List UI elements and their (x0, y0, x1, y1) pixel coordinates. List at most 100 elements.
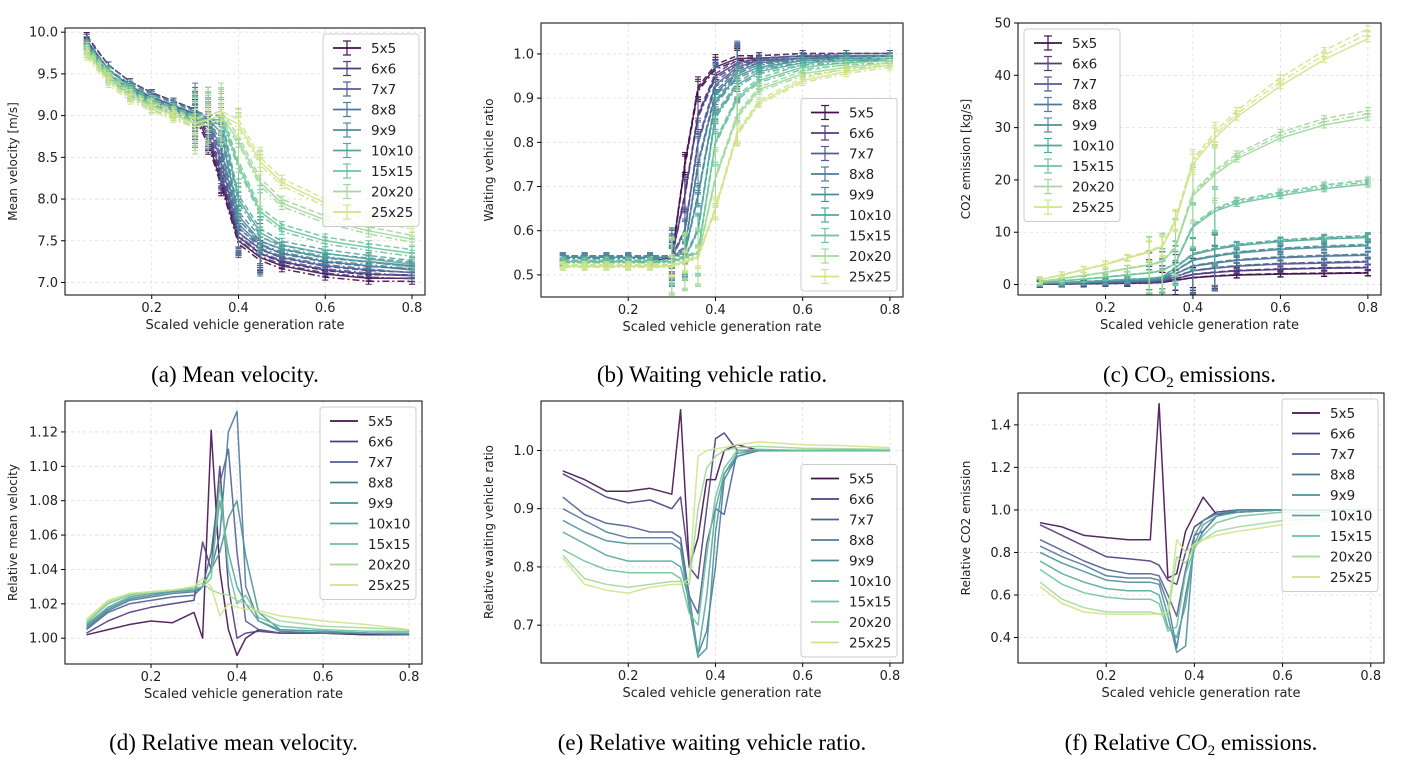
x-tick-label: 0.6 (1270, 301, 1291, 316)
y-tick-label: 0.4 (990, 631, 1011, 646)
legend: 5x5 6x6 7x7 8x8 9x9 10x10 15x15 20x20 25x25 (322, 33, 420, 227)
y-tick-label: 50 (994, 17, 1011, 32)
series-line-10x10-solid (562, 449, 890, 656)
y-tick-label: 30 (994, 121, 1011, 136)
y-tick-label: 0.8 (990, 546, 1011, 561)
subfigure-caption: (e) Relative waiting vehicle ratio. (558, 730, 866, 755)
y-tick-label: 0 (1003, 278, 1011, 293)
legend-label: 8x8 (1330, 468, 1355, 484)
legend: 5x5 6x6 7x7 8x8 9x9 10x10 15x15 20x20 25x25 (800, 98, 898, 292)
y-axis-label: Relative CO2 emission (959, 461, 973, 596)
legend-label: 25x25 (371, 205, 413, 221)
series-line-8x8-solid (86, 410, 410, 636)
legend-label: 10x10 (849, 574, 891, 590)
legend-label: 9x9 (368, 496, 393, 512)
series-line-25x25-solid (562, 64, 891, 267)
y-tick-label: 1.2 (990, 461, 1011, 476)
legend-box (1281, 398, 1379, 592)
legend-label: 7x7 (849, 513, 874, 529)
x-tick-label: 0.8 (402, 301, 423, 316)
chart-2: 0.2 0.4 0.6 0.8 0.5 0.6 0.7 0.8 0.9 1.0 Scaled veh… (482, 22, 904, 387)
series-line-25x25-dashdot (1039, 33, 1369, 281)
legend-label: 8x8 (371, 103, 396, 119)
chart-3: 0.2 0.4 0.6 0.8 0 10 20 30 40 50 Scaled vehicle ge… (959, 17, 1382, 391)
y-tick-label: 0.7 (513, 180, 534, 195)
legend: 5x5 6x6 7x7 8x8 9x9 10x10 15x15 20x20 25x25 (1023, 28, 1121, 222)
y-tick-label: 8.0 (37, 193, 58, 208)
x-tick-label: 0.8 (1358, 301, 1379, 316)
x-tick-label: 0.4 (1184, 669, 1205, 684)
chart-4: 0.2 0.4 0.6 0.8 1.00 1.02 1.04 1.06 1.08 1.10 1.12… (6, 400, 423, 755)
legend: 5x5 6x6 7x7 8x8 9x9 10x10 15x15 20x20 25x25 (800, 464, 898, 658)
legend-label: 8x8 (849, 533, 874, 549)
legend-label: 10x10 (1072, 139, 1114, 155)
series-line-25x25-solid (86, 52, 413, 227)
legend-label: 7x7 (368, 455, 393, 471)
x-tick-label: 0.2 (1095, 301, 1116, 316)
legend-label: 7x7 (1072, 77, 1097, 93)
subfigure-caption: (f) Relative CO2 emissions. (1065, 730, 1318, 759)
legend-label: 15x15 (1072, 159, 1114, 175)
y-tick-label: 7.0 (37, 276, 58, 291)
y-tick-label: 10 (994, 226, 1011, 241)
x-tick-label: 0.2 (618, 669, 639, 684)
y-tick-label: 1.10 (29, 460, 58, 475)
x-tick-label: 0.4 (705, 669, 726, 684)
legend-label: 10x10 (368, 517, 410, 533)
y-tick-label: 0.9 (513, 502, 534, 517)
legend-label: 5x5 (368, 414, 393, 430)
legend-label: 15x15 (371, 164, 413, 180)
y-tick-label: 1.0 (513, 444, 534, 459)
x-tick-label: 0.4 (705, 303, 726, 318)
y-tick-label: 7.5 (37, 234, 58, 249)
series-line-5x5-dashdot (86, 44, 412, 283)
plot-area (559, 40, 893, 296)
series-line-15x15-solid (562, 59, 890, 263)
legend-label: 10x10 (849, 208, 891, 224)
y-tick-label: 1.12 (29, 425, 58, 440)
subfigure-caption: (b) Waiting vehicle ratio. (597, 362, 827, 387)
legend-label: 9x9 (849, 554, 874, 570)
y-tick-label: 9.5 (37, 67, 58, 82)
x-axis-label: Scaled vehicle generation rate (622, 686, 821, 701)
series-line-20x20-solid (562, 445, 890, 589)
y-tick-label: 9.0 (37, 109, 58, 124)
y-tick-label: 0.8 (513, 136, 534, 151)
y-tick-label: 1.0 (990, 503, 1011, 518)
series-line-15x15-solid (562, 448, 890, 626)
legend-label: 9x9 (849, 188, 874, 204)
legend-label: 20x20 (371, 185, 413, 201)
y-tick-label: 1.0 (513, 47, 534, 62)
legend-label: 5x5 (1330, 406, 1355, 422)
chart-5: 0.2 0.4 0.6 0.8 0.7 0.8 0.9 1.0 Scaled vehicle g… (482, 400, 904, 755)
series-line-9x9-dashdot (562, 59, 890, 260)
plot-area (86, 410, 410, 657)
legend-label: 5x5 (1072, 36, 1097, 52)
x-axis-label: Scaled vehicle generation rate (1100, 318, 1299, 333)
axes-frame (1017, 22, 1382, 296)
series-line-15x15-dashed (86, 43, 413, 251)
x-tick-label: 0.6 (315, 301, 336, 316)
legend-box (319, 406, 417, 600)
y-tick-label: 1.08 (29, 494, 58, 509)
subfigure-caption: (d) Relative mean velocity. (109, 730, 358, 755)
caption-subscript: 2 (1208, 743, 1216, 759)
legend-label: 5x5 (849, 106, 874, 122)
series-line-9x9-solid (86, 44, 413, 267)
legend-label: 25x25 (849, 270, 891, 286)
x-tick-label: 0.4 (227, 670, 248, 685)
y-tick-label: 1.4 (990, 418, 1011, 433)
legend-label: 20x20 (849, 615, 891, 631)
chart-1: 0.2 0.4 0.6 0.8 7.0 7.5 8.0 8.5 9.0 9.5 10.0 Scaled… (6, 26, 426, 387)
legend-label: 9x9 (1072, 118, 1097, 134)
legend-label: 8x8 (368, 476, 393, 492)
legend-label: 7x7 (849, 147, 874, 163)
legend-label: 6x6 (849, 492, 874, 508)
legend-label: 9x9 (371, 123, 396, 139)
legend-label: 25x25 (368, 578, 410, 594)
y-tick-label: 1.06 (29, 529, 58, 544)
subfigure-caption: (c) CO2 emissions. (1103, 362, 1276, 391)
x-tick-label: 0.8 (880, 303, 901, 318)
x-axis-label: Scaled vehicle generation rate (145, 318, 344, 333)
